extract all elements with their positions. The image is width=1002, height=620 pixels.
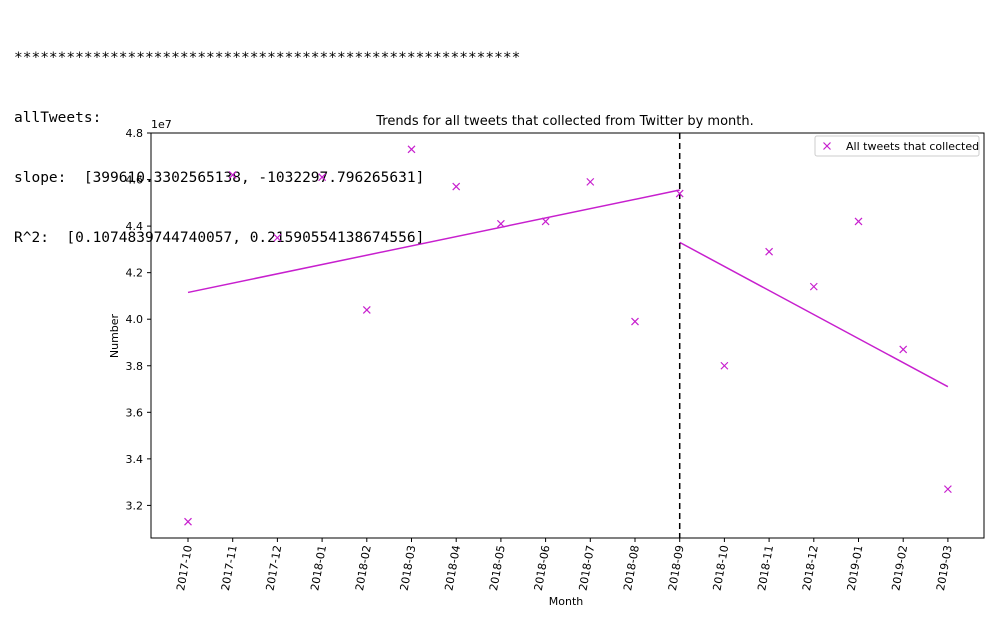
- x-tick-label: 2017-11: [219, 544, 240, 592]
- marker-stroke: [586, 177, 595, 186]
- x-tick-label: 2019-02: [889, 544, 910, 592]
- marker-stroke: [362, 305, 371, 314]
- data-point: [854, 217, 863, 226]
- x-tick-label: 2018-02: [353, 544, 374, 592]
- y-tick-label: 4.2: [126, 267, 144, 280]
- x-tick-label: 2018-04: [442, 544, 463, 592]
- marker-stroke: [720, 361, 729, 370]
- r2-line: R^2: [0.1074839744740057, 0.215905541386…: [14, 230, 425, 246]
- x-tick-label: 2019-03: [934, 544, 955, 592]
- trend-line: [187, 189, 680, 294]
- x-tick-label: 2018-10: [711, 544, 732, 592]
- marker-stroke: [899, 345, 908, 354]
- separator-line: ****************************************…: [14, 50, 521, 66]
- data-point: [586, 177, 595, 186]
- x-tick-label: 2018-03: [398, 544, 419, 592]
- data-point: [228, 170, 237, 179]
- data-point: [675, 189, 684, 198]
- data-point: [496, 219, 505, 228]
- x-tick-label: 2018-12: [800, 544, 821, 592]
- data-point: [452, 182, 461, 191]
- marker-stroke: [631, 317, 639, 326]
- marker-stroke: [496, 219, 505, 228]
- data-point: [765, 247, 774, 256]
- legend-marker: [823, 142, 831, 150]
- marker-stroke: [228, 170, 237, 179]
- marker-stroke: [854, 217, 863, 226]
- x-tick-label: 2017-10: [174, 544, 195, 592]
- marker-stroke: [765, 247, 774, 256]
- y-tick-label: 4.8: [126, 127, 144, 140]
- y-axis-label: Number: [108, 313, 121, 358]
- x-axis-label: Month: [549, 595, 584, 608]
- data-point: [273, 233, 282, 242]
- data-point: [809, 282, 818, 291]
- legend-label: All tweets that collected: [846, 140, 979, 153]
- legend-x-marker: [823, 142, 831, 150]
- marker-stroke: [407, 145, 416, 154]
- marker-stroke: [823, 142, 831, 150]
- y-tick-label: 3.2: [126, 499, 144, 512]
- y-scale-label: 1e7: [151, 118, 172, 131]
- slope-line: slope: [399610.3302565138, -1032297.7962…: [14, 170, 425, 186]
- console-output: ****************************************…: [14, 8, 520, 268]
- marker-stroke: [318, 173, 327, 182]
- data-point: [720, 361, 729, 370]
- data-point: [631, 317, 639, 326]
- marker-stroke: [675, 189, 684, 198]
- data-point: [899, 345, 908, 354]
- x-tick-label: 2018-07: [576, 544, 597, 592]
- data-point: [362, 305, 371, 314]
- data-point: [318, 173, 327, 182]
- data-point: [541, 217, 550, 226]
- x-tick-label: 2018-08: [621, 544, 642, 592]
- legend-box: [814, 135, 980, 157]
- marker-stroke: [452, 182, 461, 191]
- marker-stroke: [184, 517, 192, 526]
- marker-stroke: [541, 217, 550, 226]
- y-tick-label: 4.6: [126, 174, 144, 187]
- x-tick-label: 2018-01: [308, 544, 329, 592]
- data-point: [407, 145, 416, 154]
- x-tick-label: 2018-09: [666, 544, 687, 592]
- legend: All tweets that collected: [814, 135, 980, 157]
- data-point: [943, 485, 952, 494]
- trend-line: [679, 241, 949, 388]
- x-tick-label: 2019-01: [845, 544, 866, 592]
- chart-title: Trends for all tweets that collected fro…: [375, 114, 754, 129]
- plot-frame: [150, 132, 985, 539]
- y-tick-label: 4.4: [126, 220, 144, 233]
- x-tick-label: 2018-06: [532, 544, 553, 592]
- data-point: [184, 517, 192, 526]
- x-tick-label: 2017-12: [264, 544, 285, 592]
- y-tick-label: 4.0: [126, 313, 144, 326]
- y-tick-label: 3.6: [126, 406, 144, 419]
- y-tick-label: 3.4: [126, 453, 144, 466]
- y-tick-label: 3.8: [126, 360, 144, 373]
- x-tick-label: 2018-05: [487, 544, 508, 592]
- marker-stroke: [943, 485, 952, 494]
- marker-stroke: [273, 233, 282, 242]
- marker-stroke: [809, 282, 818, 291]
- x-tick-label: 2018-11: [755, 544, 776, 592]
- series-name-line: allTweets:: [14, 110, 102, 126]
